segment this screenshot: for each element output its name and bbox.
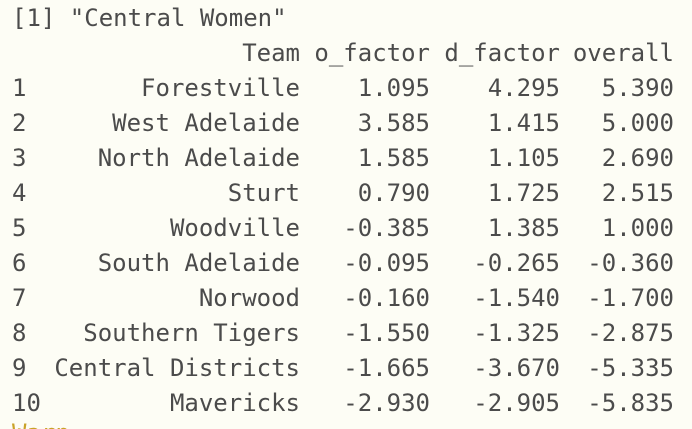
team-cell: South Adelaide xyxy=(97,249,300,277)
overall-cell: 5.390 xyxy=(601,74,674,102)
d-factor-cell: -1.325 xyxy=(473,319,560,347)
row-index: 10 xyxy=(12,389,41,417)
row-index: 5 xyxy=(12,214,27,242)
o-factor-cell: -1.665 xyxy=(343,354,430,382)
o-factor-cell: -0.385 xyxy=(343,214,430,242)
overall-cell: -0.360 xyxy=(587,249,674,277)
overall-cell: -1.700 xyxy=(587,284,674,312)
o-factor-cell: -0.160 xyxy=(343,284,430,312)
d-factor-cell: -3.670 xyxy=(473,354,560,382)
row-index: 8 xyxy=(12,319,27,347)
row-index: 9 xyxy=(12,354,27,382)
next-output-line-partial: Warni xyxy=(12,421,72,429)
overall-cell: 2.690 xyxy=(601,144,674,172)
o-factor-cell: 0.790 xyxy=(357,179,430,207)
row-index: 4 xyxy=(12,179,27,207)
row-index: 7 xyxy=(12,284,27,312)
d-factor-cell: -2.905 xyxy=(473,389,560,417)
overall-cell: -5.335 xyxy=(587,354,674,382)
team-cell: Central Districts xyxy=(54,354,300,382)
column-header-team: Team xyxy=(242,39,300,67)
column-header-overall: overall xyxy=(572,39,674,67)
team-cell: West Adelaide xyxy=(112,109,300,137)
o-factor-cell: -2.930 xyxy=(343,389,430,417)
overall-cell: 2.515 xyxy=(601,179,674,207)
overall-cell: -5.835 xyxy=(587,389,674,417)
o-factor-cell: -1.550 xyxy=(343,319,430,347)
column-header-o-factor: o_factor xyxy=(314,39,430,67)
o-factor-cell: 3.585 xyxy=(357,109,430,137)
d-factor-cell: 1.725 xyxy=(487,179,560,207)
overall-cell: 1.000 xyxy=(601,214,674,242)
row-index: 3 xyxy=(12,144,27,172)
d-factor-cell: 1.105 xyxy=(487,144,560,172)
o-factor-cell: -0.095 xyxy=(343,249,430,277)
team-cell: Norwood xyxy=(198,284,300,312)
o-factor-cell: 1.585 xyxy=(357,144,430,172)
team-cell: Forestville xyxy=(141,74,300,102)
d-factor-cell: 1.385 xyxy=(487,214,560,242)
print-label: [1] "Central Women" xyxy=(12,4,287,32)
row-index: 6 xyxy=(12,249,27,277)
d-factor-cell: 1.415 xyxy=(487,109,560,137)
team-cell: Southern Tigers xyxy=(83,319,300,347)
team-cell: Mavericks xyxy=(169,389,300,417)
o-factor-cell: 1.095 xyxy=(357,74,430,102)
d-factor-cell: -0.265 xyxy=(473,249,560,277)
d-factor-cell: -1.540 xyxy=(473,284,560,312)
d-factor-cell: 4.295 xyxy=(487,74,560,102)
team-cell: North Adelaide xyxy=(97,144,300,172)
overall-cell: 5.000 xyxy=(601,109,674,137)
team-cell: Woodville xyxy=(169,214,300,242)
row-index: 2 xyxy=(12,109,27,137)
team-cell: Sturt xyxy=(227,179,300,207)
column-header-d-factor: d_factor xyxy=(444,39,560,67)
row-index: 1 xyxy=(12,74,27,102)
overall-cell: -2.875 xyxy=(587,319,674,347)
